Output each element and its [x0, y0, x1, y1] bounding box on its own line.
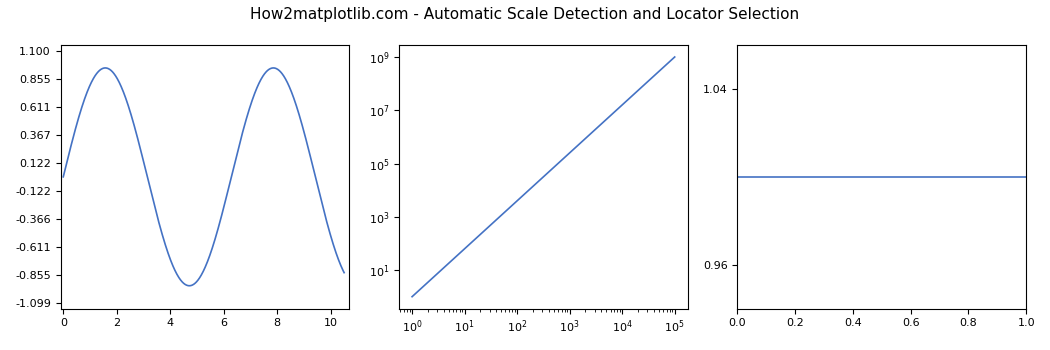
- Text: How2matplotlib.com - Automatic Scale Detection and Locator Selection: How2matplotlib.com - Automatic Scale Det…: [251, 7, 799, 22]
